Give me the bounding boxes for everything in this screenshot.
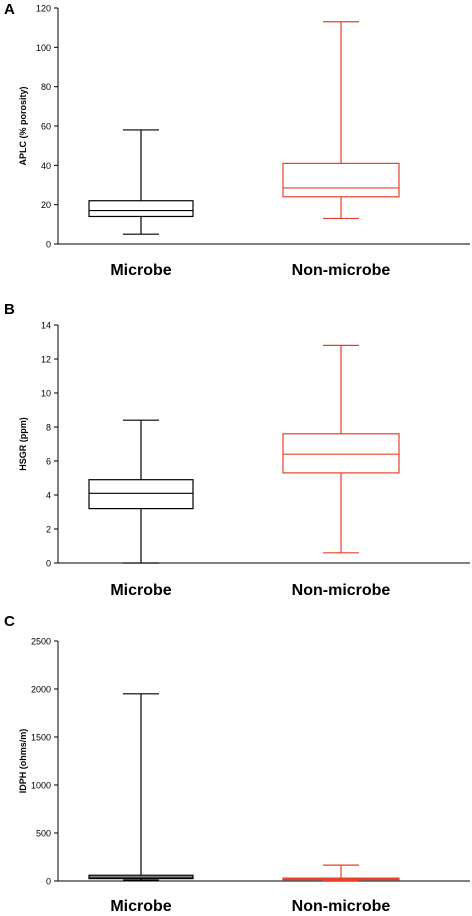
y-tick-label: 14 [41,321,51,331]
box-microbe [88,693,194,881]
chart-panel-b: B 0 2 4 6 8 10 12 14 HSGR (ppm) Microbe Non-microbe [4,301,470,599]
category-label: Non-microbe [292,582,391,599]
y-tick-label: 12 [41,355,51,365]
y-tick-label: 0 [46,240,51,250]
y-axis-label: HSGR (ppm) [18,417,28,471]
y-tick-label: 60 [41,122,51,132]
y-tick-label: 80 [41,82,51,92]
y-tick-label: 2 [46,525,51,535]
iqr-box [88,479,194,510]
box-microbe [88,129,194,235]
y-axis-label: APLC (% porosity) [18,86,28,165]
panel-letter: C [4,613,15,630]
y-tick-label: 4 [46,491,51,501]
category-label: Microbe [110,262,171,279]
y-tick-label: 10 [41,389,51,399]
y-tick-label: 1500 [31,733,51,743]
chart-panel-a: A 0 20 40 60 80 100 120 APLC (% porosity) Microbe… [4,1,470,279]
y-tick-label: 40 [41,161,51,171]
iqr-box [282,162,400,198]
box-non-microbe [282,21,400,220]
y-tick-label: 6 [46,457,51,467]
category-label: Microbe [110,582,171,599]
panel-letter: B [4,301,15,318]
y-tick-label: 120 [36,4,51,14]
chart-panel-c: C 0 500 1000 1500 2000 2500 IDPH (ohms/m) Microb… [4,613,470,915]
y-tick-label: 20 [41,200,51,210]
y-tick-label: 2500 [31,637,51,647]
y-tick-label: 8 [46,423,51,433]
category-label: Non-microbe [292,898,391,915]
y-tick-label: 500 [36,829,51,839]
y-axis-label: IDPH (ohms/m) [18,729,28,794]
y-tick-label: 2000 [31,685,51,695]
iqr-box [88,200,194,218]
iqr-box [282,433,400,474]
box-non-microbe [282,864,400,882]
box-non-microbe [282,344,400,554]
box-microbe [88,419,194,564]
category-label: Non-microbe [292,262,391,279]
category-label: Microbe [110,898,171,915]
panel-letter: A [4,1,15,18]
y-tick-label: 100 [36,43,51,53]
y-tick-label: 0 [46,877,51,887]
y-tick-label: 0 [46,559,51,569]
y-tick-label: 1000 [31,781,51,791]
